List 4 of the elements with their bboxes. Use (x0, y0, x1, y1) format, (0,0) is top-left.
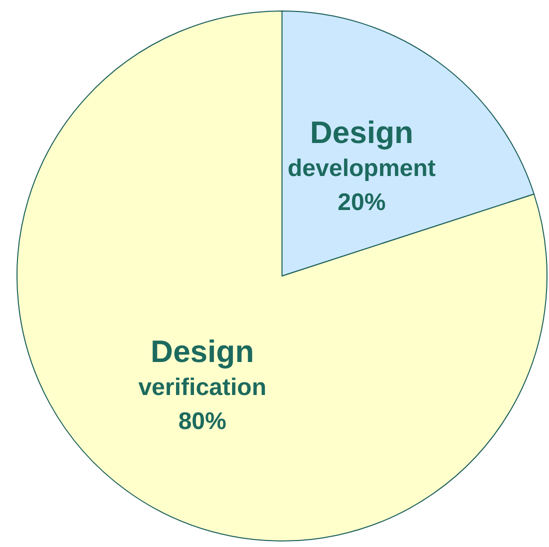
data-label: 80% (178, 408, 226, 436)
slice-label: Design development (288, 114, 436, 182)
slice-label: Design verification (138, 334, 266, 402)
data-label: 20% (338, 188, 386, 216)
